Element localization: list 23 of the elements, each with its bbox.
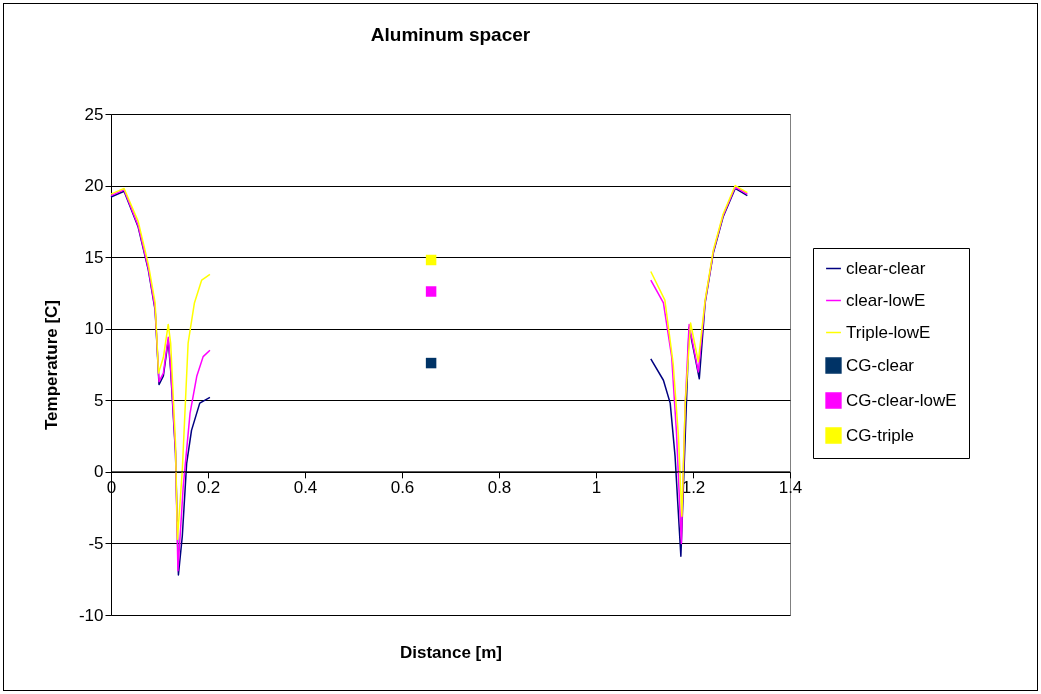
legend-label: Triple-lowE [846, 322, 931, 342]
legend-label: CG-clear [846, 355, 915, 375]
legend-label: clear-clear [846, 258, 926, 278]
legend-label: clear-lowE [846, 290, 926, 310]
legend-label: CG-clear-lowE [846, 390, 957, 410]
y-tick-label: 20 [84, 176, 104, 196]
y-axis-title: Temperature [C] [41, 299, 61, 431]
x-tick-label: 0.6 [390, 478, 415, 498]
y-tick-label: -10 [78, 605, 104, 625]
y-tick-label: 0 [94, 462, 104, 482]
x-tick-label: 0.2 [196, 478, 221, 498]
y-tick-label: -5 [88, 533, 104, 553]
x-tick-label: 0.8 [487, 478, 512, 498]
legend-label: CG-triple [846, 425, 915, 445]
y-tick-label: 25 [84, 104, 104, 124]
x-tick-label: 0.4 [293, 478, 318, 498]
y-tick-label: 5 [94, 390, 104, 410]
y-tick-label: 15 [84, 247, 104, 267]
chart-title: Aluminum spacer [370, 24, 531, 45]
x-tick-label: 1.4 [778, 478, 803, 498]
x-tick-label: 1 [591, 478, 602, 498]
y-tick-label: 10 [84, 319, 104, 339]
x-axis-title: Distance [m] [399, 642, 503, 662]
